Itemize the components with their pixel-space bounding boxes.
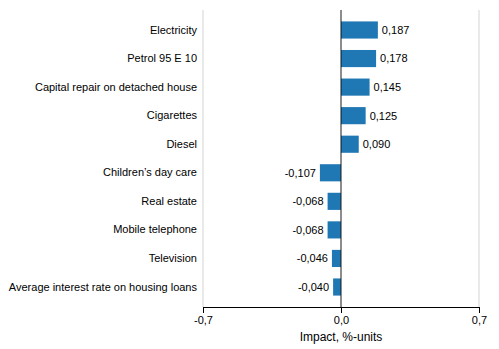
y-tick: Children’s day care — [103, 166, 203, 178]
y-tick: Capital repair on detached house — [35, 81, 203, 93]
plot: -0,040 -0,046 -0,068 -0,068 -0,107 0,090 0,125… — [9, 10, 487, 344]
bar — [328, 221, 341, 238]
y-tick: Diesel — [166, 138, 203, 150]
y-tick: Electricity — [150, 24, 203, 36]
data-label: 0,145 — [374, 81, 402, 93]
bar — [328, 193, 341, 210]
y-tick: Petrol 95 E 10 — [127, 52, 203, 64]
grid-line — [341, 10, 342, 307]
data-label: -0,068 — [292, 195, 323, 207]
data-labels: -0,040 -0,046 -0,068 -0,068 -0,107 0,090 0,125… — [285, 24, 410, 293]
x-tick: -0,7 — [194, 307, 213, 326]
bar — [333, 278, 341, 295]
data-label: -0,040 — [298, 281, 329, 293]
y-tick-label: Real estate — [141, 195, 197, 207]
data-label: 0,187 — [382, 24, 410, 36]
x-tick: 0,0 — [334, 307, 349, 326]
bar — [332, 250, 341, 267]
x-tick-mark — [479, 307, 480, 313]
data-label: -0,107 — [285, 167, 316, 179]
grid — [203, 10, 479, 307]
y-tick: Average interest rate on housing loans — [9, 281, 203, 293]
data-label: -0,046 — [297, 252, 328, 264]
y-axis: Average interest rate on housing loans Te… — [9, 24, 203, 293]
y-tick: Cigarettes — [147, 109, 203, 121]
bar — [341, 79, 370, 96]
y-tick-label: Mobile telephone — [113, 223, 197, 235]
y-tick-label: Petrol 95 E 10 — [127, 52, 197, 64]
zero-line — [341, 10, 342, 307]
y-tick-label: Children’s day care — [103, 166, 197, 178]
chart: -0,040 -0,046 -0,068 -0,068 -0,107 0,090 0,125… — [0, 0, 499, 349]
bar — [341, 21, 378, 38]
bar — [341, 107, 366, 124]
x-tick-mark — [203, 307, 204, 313]
x-axis-title: Impact, %-units — [300, 330, 383, 344]
y-tick: Real estate — [141, 195, 203, 207]
x-tick-label: 0,7 — [472, 314, 487, 326]
y-tick-label: Cigarettes — [147, 109, 198, 121]
data-label: 0,090 — [363, 138, 391, 150]
x-tick-label: -0,7 — [194, 314, 213, 326]
bar — [341, 136, 359, 153]
grid-line — [203, 10, 204, 307]
data-label: 0,178 — [380, 52, 408, 64]
data-label: -0,068 — [292, 224, 323, 236]
y-tick-label: Television — [149, 252, 197, 264]
y-tick: Mobile telephone — [113, 223, 203, 235]
bar — [341, 50, 376, 67]
grid-line — [479, 10, 480, 307]
x-axis-line — [204, 308, 480, 314]
y-tick-label: Average interest rate on housing loans — [9, 281, 198, 293]
x-tick: 0,7 — [472, 307, 487, 326]
data-label: 0,125 — [370, 110, 398, 122]
y-tick-label: Capital repair on detached house — [35, 81, 197, 93]
x-tick-mark — [341, 307, 342, 313]
y-tick: Television — [149, 252, 203, 264]
y-tick-label: Electricity — [150, 24, 198, 36]
y-tick-label: Diesel — [166, 138, 197, 150]
x-tick-label: 0,0 — [334, 314, 349, 326]
x-axis: -0,7 0,0 0,7 — [194, 307, 487, 326]
bar — [320, 164, 341, 181]
bars — [320, 21, 378, 295]
